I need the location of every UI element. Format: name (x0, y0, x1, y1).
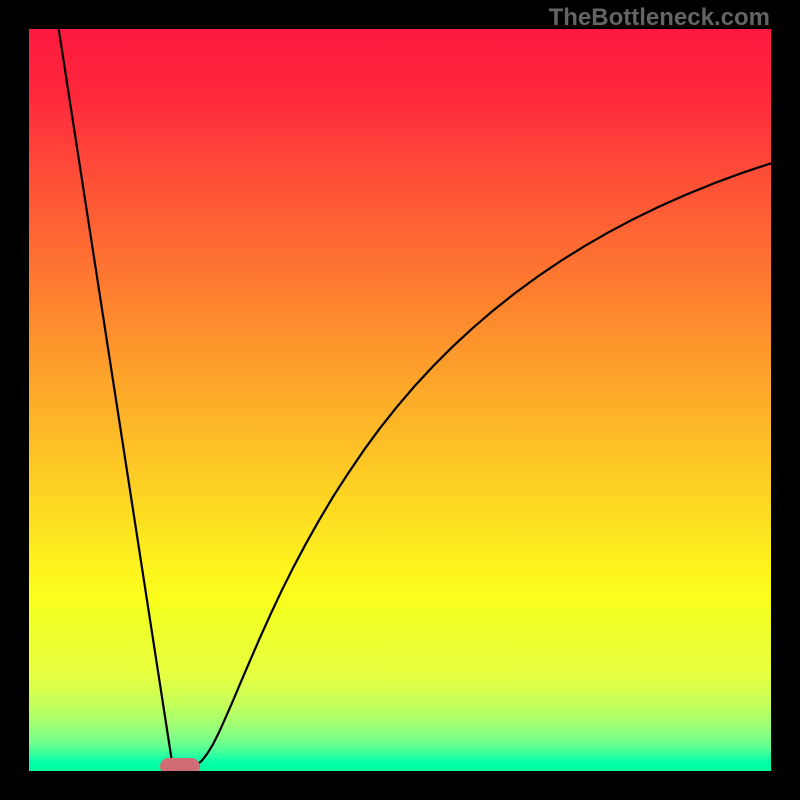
watermark-text: TheBottleneck.com (549, 4, 770, 32)
bottleneck-curve (29, 29, 771, 771)
plot-area (29, 29, 771, 771)
optimum-marker (160, 758, 200, 771)
